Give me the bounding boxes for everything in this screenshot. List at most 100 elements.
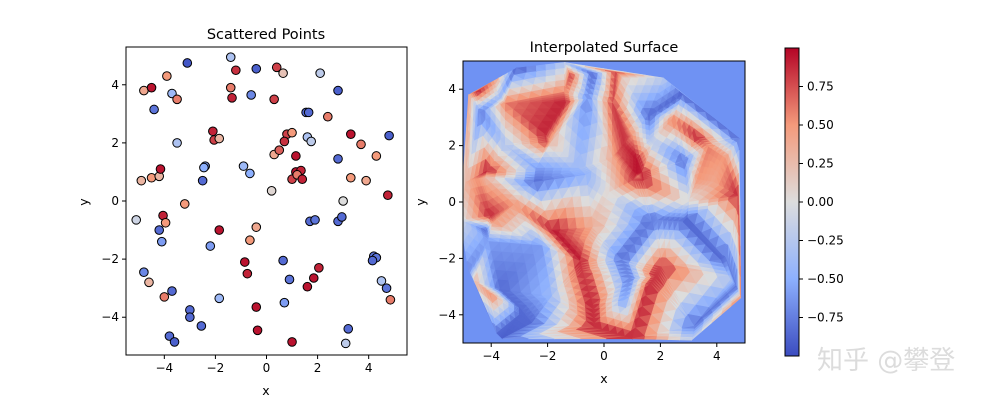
scatter-point	[338, 196, 348, 206]
scatter-point	[315, 68, 325, 78]
scatter-point	[214, 133, 225, 144]
surface-cell	[585, 97, 593, 114]
surface-cell	[620, 156, 626, 162]
colorbar-tick-label: 0.50	[807, 118, 834, 132]
scatter-point	[306, 136, 317, 147]
surface-cell	[460, 195, 462, 220]
surface-cell	[650, 143, 661, 151]
surface-cell	[625, 136, 629, 139]
surface-cell	[646, 139, 651, 144]
scatter-point	[182, 58, 193, 68]
tick-label: 4	[713, 349, 721, 363]
scatter-point	[197, 175, 208, 186]
scatter-point	[167, 286, 177, 296]
scatter-point	[252, 325, 263, 336]
surface-cell	[687, 146, 695, 153]
scatter-point	[279, 297, 290, 308]
colorbar-tick-label: −0.75	[807, 311, 844, 325]
scatter-point	[156, 236, 167, 247]
surface-cell	[564, 74, 566, 81]
scatter-point	[308, 273, 319, 283]
surface-cell	[624, 160, 630, 167]
scatter-point	[314, 263, 324, 273]
surface-cell	[564, 62, 566, 69]
scatter-point	[136, 175, 147, 186]
scatter-x-label: x	[262, 383, 269, 398]
scatter-point	[245, 168, 255, 179]
scatter-point	[205, 241, 216, 251]
scatter-point	[214, 293, 225, 304]
scatter-point	[227, 93, 237, 103]
scatter-point	[242, 268, 253, 279]
scatter-point	[361, 175, 371, 186]
colorbar-gradient	[784, 47, 800, 357]
colorbar-tick-label: 0.25	[807, 157, 834, 171]
watermark: 知乎 @攀登	[817, 346, 955, 376]
scatter-point	[278, 255, 288, 266]
tick-label: 4	[111, 78, 119, 92]
scatter-point	[297, 174, 308, 185]
surface-cell	[649, 130, 655, 136]
colorbar-tick-label: −0.25	[807, 234, 844, 248]
tick-label: 2	[448, 139, 456, 153]
scatter-point	[251, 222, 262, 232]
colorbar-tick-label: 0.00	[807, 195, 834, 209]
scatter-point	[154, 225, 165, 235]
surface-title: Interpolated Surface	[530, 40, 679, 56]
surface-cell	[675, 135, 682, 146]
scatter-point	[371, 151, 382, 161]
surface-cell	[614, 71, 618, 79]
surface-cell	[649, 125, 655, 132]
surface-cell	[583, 111, 591, 128]
scatter-point	[208, 126, 218, 137]
scatter-point	[172, 94, 182, 105]
scatter-point	[310, 215, 320, 225]
surface-cell	[643, 160, 654, 168]
tick-label: −4	[155, 361, 173, 375]
tick-label: 0	[263, 361, 271, 375]
tick-label: 2	[111, 136, 119, 150]
scatter-point	[323, 111, 333, 122]
scatter-point	[251, 302, 262, 312]
scatter-point	[185, 312, 195, 323]
surface-cell	[638, 150, 643, 155]
scatter-title: Scattered Points	[207, 27, 325, 43]
scatter-point	[239, 257, 250, 267]
scatter-point	[271, 62, 282, 73]
surface-cell	[581, 125, 590, 141]
surface-cell	[495, 84, 502, 92]
surface-cell	[564, 80, 566, 87]
scatter-point	[269, 94, 279, 105]
tick-label: 4	[365, 361, 373, 375]
tick-label: 0	[111, 194, 119, 208]
scatter-point	[376, 276, 387, 286]
colorbar-tick-label: −0.50	[807, 272, 844, 286]
surface-cell	[673, 127, 680, 138]
tick-label: 0	[600, 349, 608, 363]
surface-cell	[684, 151, 692, 158]
scatter-point	[278, 68, 288, 78]
surface-cell	[493, 77, 500, 85]
tick-label: −4	[482, 349, 500, 363]
scatter-point	[367, 255, 378, 266]
tick-label: 2	[657, 349, 665, 363]
surface-cell	[649, 115, 656, 122]
tick-label: −2	[101, 252, 119, 266]
tick-label: 4	[448, 82, 456, 96]
scatter-point	[155, 164, 166, 174]
surface-cell	[613, 77, 617, 85]
surface-cell	[677, 144, 684, 154]
scatter-point	[245, 235, 255, 246]
tick-label: 0	[448, 195, 456, 209]
scatter-point	[169, 337, 180, 347]
surface-cell	[494, 80, 501, 89]
surface-x-label: x	[600, 371, 607, 386]
scatter-point	[356, 139, 366, 150]
scatter-point	[149, 104, 159, 115]
scatter-points	[131, 52, 396, 349]
tick-label: 2	[314, 361, 322, 375]
